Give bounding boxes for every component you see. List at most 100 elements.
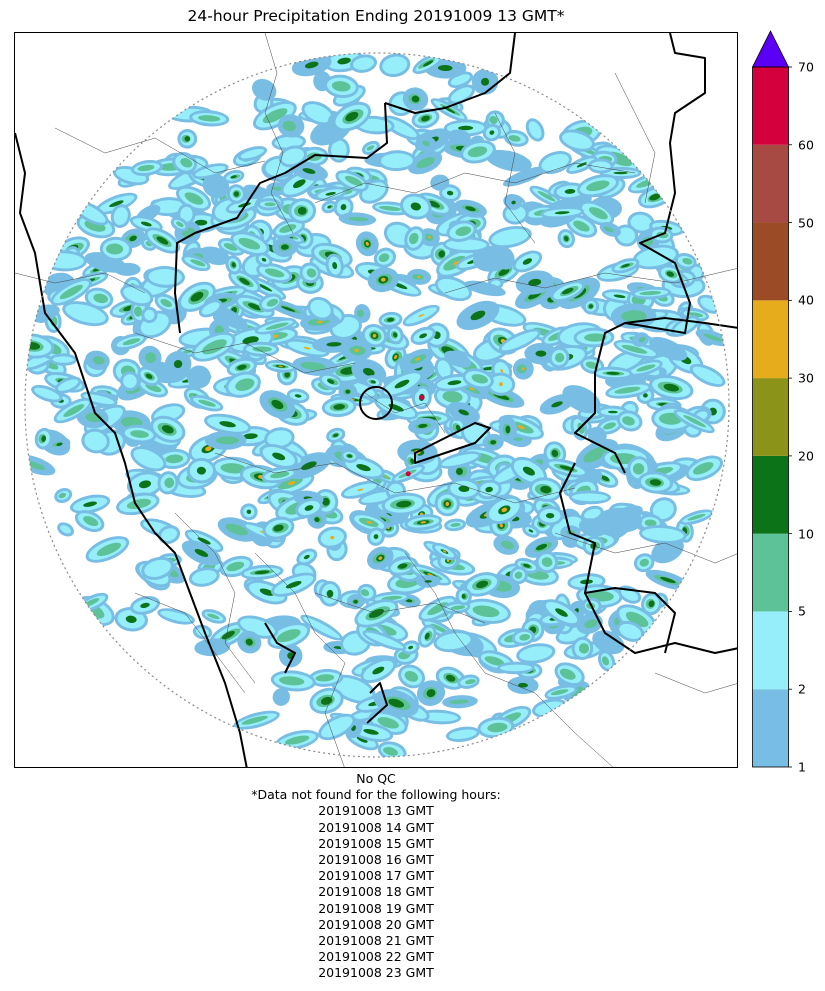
precip-cell (199, 246, 230, 266)
precip-cell (195, 165, 226, 177)
missing-hour-item: 20191008 16 GMT (318, 852, 434, 868)
precip-cell (230, 175, 237, 179)
colorbar-segment (752, 222, 789, 301)
precip-cell (585, 361, 598, 369)
precip-cell (472, 605, 500, 618)
precip-cell (427, 602, 449, 616)
precip-cell (703, 333, 723, 342)
precip-cell (360, 589, 370, 597)
missing-hour-item: 20191008 22 GMT (318, 949, 434, 965)
colorbar-graphic (751, 30, 793, 768)
precip-cell (481, 77, 490, 86)
missing-hour-item: 20191008 21 GMT (318, 933, 434, 949)
missing-hour-item: 20191008 17 GMT (318, 868, 434, 884)
precip-cell (409, 232, 419, 245)
missing-hour-item: 20191008 20 GMT (318, 916, 434, 932)
colorbar-segment (752, 689, 789, 767)
precip-cell (564, 235, 569, 242)
precip-cell (428, 200, 440, 208)
colorbar-tick-label: 1 (798, 759, 806, 775)
precip-cell (621, 344, 648, 354)
precip-cell (304, 61, 319, 69)
precip-cell (366, 520, 372, 524)
colorbar-tick-label: 30 (798, 370, 814, 386)
precip-cell (279, 676, 305, 686)
colorbar-segment (752, 300, 789, 379)
precip-cell (236, 364, 247, 370)
colorbar-segment (752, 378, 789, 456)
precip-cell (648, 336, 688, 361)
precip-cell (326, 589, 334, 598)
precip-cell (56, 442, 63, 446)
precip-cell (491, 228, 529, 246)
precip-cell (327, 205, 332, 209)
precip-cell (333, 433, 339, 438)
missing-hour-item: 20191008 23 GMT (318, 965, 434, 981)
precip-cell (259, 588, 274, 596)
precip-cell (330, 140, 347, 160)
colorbar-tick-label: 40 (798, 292, 814, 308)
precip-cell (535, 543, 548, 551)
precip-cell (353, 57, 374, 70)
precip-cell (489, 115, 498, 125)
precip-cell (437, 278, 469, 299)
precip-cell (584, 508, 601, 519)
precip-cell (644, 519, 657, 527)
precip-cell (284, 735, 310, 745)
precip-cell (202, 173, 230, 199)
precip-cell (337, 57, 351, 65)
precip-cell (93, 293, 109, 304)
precip-cell (420, 712, 459, 722)
precip-cell (639, 558, 649, 567)
precip-cell (450, 74, 471, 86)
precip-cell (294, 394, 302, 398)
precip-cell (584, 619, 598, 629)
precip-cell (350, 382, 375, 397)
precip-cell (129, 235, 137, 242)
colorbar-tick-label: 20 (798, 448, 814, 464)
precip-cell (322, 497, 330, 506)
precip-cell (589, 207, 608, 220)
precip-cell (601, 656, 610, 666)
precip-cell (240, 618, 276, 636)
colorbar-segment (752, 67, 789, 145)
precip-cell (303, 346, 311, 350)
precip-cell (243, 433, 258, 440)
precip-cell (517, 364, 527, 374)
precip-cell (415, 357, 421, 361)
precip-cell (537, 191, 556, 202)
precip-cell (613, 294, 626, 299)
precip-cell (205, 446, 212, 452)
missing-hour-item: 20191008 13 GMT (318, 803, 434, 819)
precip-cell (225, 523, 248, 536)
precip-cell (348, 216, 369, 222)
precip-cell (426, 689, 436, 698)
precip-cell (274, 136, 303, 148)
precip-cell (190, 291, 204, 302)
precip-cell (652, 500, 674, 520)
precip-cell (651, 537, 684, 564)
precip-cell (649, 193, 661, 201)
precip-cell (383, 747, 398, 756)
missing-hour-item: 20191008 19 GMT (318, 900, 434, 916)
precip-cell (366, 145, 375, 151)
colorbar-tick-label: 50 (798, 215, 814, 231)
precip-cell (226, 561, 245, 572)
missing-hour-item: 20191008 18 GMT (318, 884, 434, 900)
missing-hours-list: 20191008 13 GMT 20191008 14 GMT 20191008 1… (14, 803, 738, 981)
map-notes: No QC *Data not found for the following … (14, 771, 738, 982)
precip-cell (379, 205, 401, 211)
precip-cell (180, 158, 193, 168)
precip-cell (303, 554, 310, 560)
map-title: 24-hour Precipitation Ending 20191009 13… (187, 7, 565, 25)
precip-cell (422, 140, 431, 147)
precip-cell (416, 157, 435, 169)
precip-cell (404, 670, 419, 682)
precipitation-map (14, 32, 738, 768)
colorbar-segment (752, 455, 789, 534)
missing-data-header: *Data not found for the following hours: (251, 787, 501, 803)
precip-cell (682, 258, 693, 265)
precip-cell (284, 371, 291, 378)
precip-cell (499, 523, 503, 528)
precip-cell (356, 736, 368, 743)
